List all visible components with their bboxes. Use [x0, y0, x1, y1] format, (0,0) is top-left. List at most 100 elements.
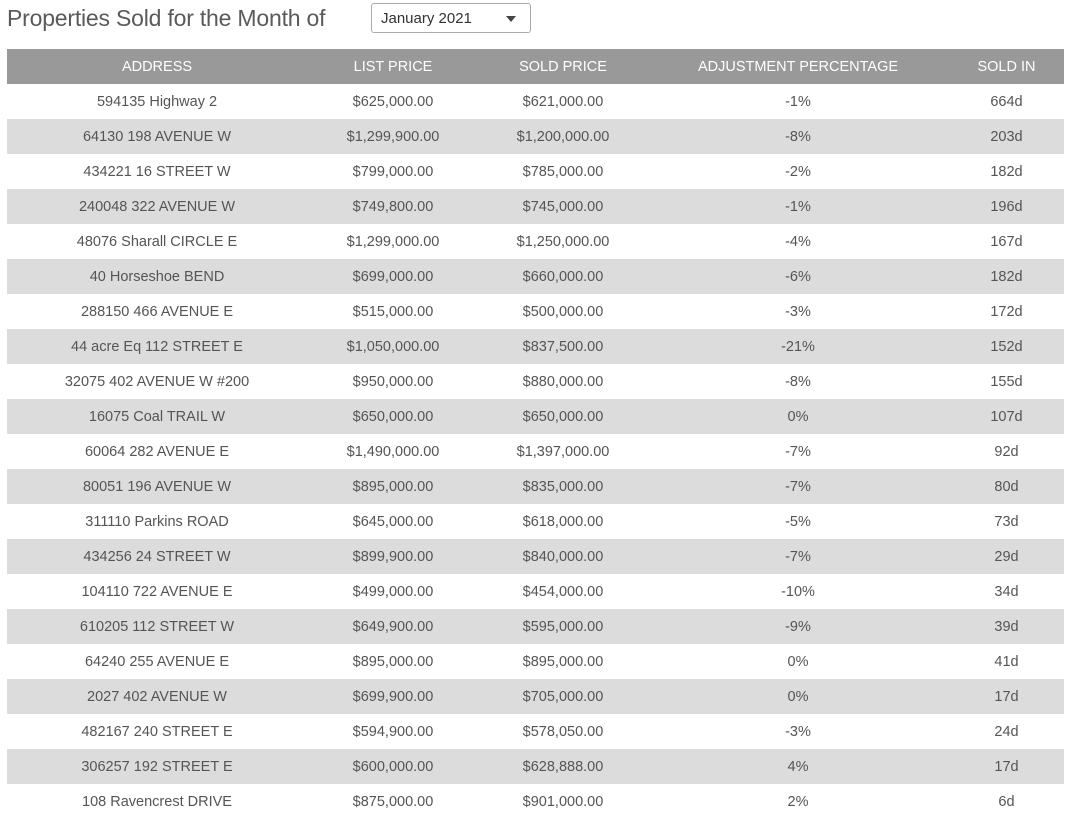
properties-sold-table: ADDRESS LIST PRICE SOLD PRICE ADJUSTMENT… [7, 49, 1064, 819]
cell-sold-in: 41d [994, 653, 1019, 670]
cell-sold-price: $1,200,000.00 [479, 119, 647, 154]
table-row: 434256 24 STREET W $899,900.00 $840,000.00… [7, 539, 1064, 574]
cell-adjustment-percentage: -7% [647, 539, 949, 574]
cell-sold-price: $628,888.00 [479, 749, 647, 784]
cell-adjustment-percentage: -7% [647, 469, 949, 504]
cell-adjustment-percentage: 0% [647, 399, 949, 434]
cell-list-price: $799,000.00 [352, 163, 434, 180]
cell-address: 80051 196 AVENUE W [7, 469, 307, 504]
cell-adjustment-percentage: -9% [647, 609, 949, 644]
table-row: 80051 196 AVENUE W $895,000.00 $835,000.00… [7, 469, 1064, 504]
cell-sold-in: 39d [949, 609, 1064, 644]
cell-sold-price: $595,000.00 [479, 609, 647, 644]
cell-address: 610205 112 STREET W [7, 609, 307, 644]
cell-sold-price: $835,000.00 [479, 469, 647, 504]
cell-sold-in: 155d [990, 373, 1023, 390]
table-row: 44 acre Eq 112 STREET E $1,050,000.00 $837… [7, 329, 1064, 364]
cell-sold-in: 167d [990, 233, 1023, 250]
chevron-down-icon [506, 16, 516, 22]
cell-sold-in: 80d [949, 469, 1064, 504]
cell-sold-price: $454,000.00 [522, 583, 604, 600]
cell-adjustment-percentage: -1% [647, 189, 949, 224]
column-header-address[interactable]: ADDRESS [7, 49, 307, 84]
cell-list-price: $950,000.00 [352, 373, 434, 390]
cell-sold-in: 29d [949, 539, 1064, 574]
cell-adjustment-percentage: -6% [647, 259, 949, 294]
cell-list-price: $625,000.00 [352, 93, 434, 110]
cell-list-price: $649,900.00 [307, 609, 479, 644]
cell-sold-price: $840,000.00 [479, 539, 647, 574]
table-row: 48076 Sharall CIRCLE E $1,299,000.00 $1,25… [7, 224, 1064, 259]
table-row: 108 Ravencrest DRIVE $875,000.00 $901,000.… [7, 784, 1064, 819]
cell-address: 482167 240 STREET E [81, 723, 233, 740]
cell-list-price: $499,000.00 [352, 583, 434, 600]
cell-address: 311110 Parkins ROAD [85, 513, 229, 530]
month-select[interactable]: January 2021 [371, 3, 531, 33]
cell-sold-price: $745,000.00 [479, 189, 647, 224]
cell-sold-price: $1,250,000.00 [516, 233, 610, 250]
cell-adjustment-percentage: -3% [785, 723, 811, 740]
cell-sold-price: $901,000.00 [522, 793, 604, 810]
cell-adjustment-percentage: -21% [647, 329, 949, 364]
month-select-value: January 2021 [381, 10, 472, 27]
cell-sold-price: $621,000.00 [522, 93, 604, 110]
cell-adjustment-percentage: -8% [785, 373, 811, 390]
cell-sold-price: $895,000.00 [522, 653, 604, 670]
page-title: Properties Sold for the Month of [7, 5, 326, 31]
cell-address: 2027 402 AVENUE W [7, 679, 307, 714]
cell-list-price: $895,000.00 [307, 469, 479, 504]
cell-adjustment-percentage: -8% [647, 119, 949, 154]
table-row: 64240 255 AVENUE E $895,000.00 $895,000.00… [7, 644, 1064, 679]
cell-sold-in: 664d [990, 93, 1023, 110]
cell-adjustment-percentage: 4% [647, 749, 949, 784]
cell-address: 306257 192 STREET E [7, 749, 307, 784]
cell-sold-price: $500,000.00 [522, 303, 604, 320]
cell-sold-price: $705,000.00 [479, 679, 647, 714]
cell-list-price: $875,000.00 [352, 793, 434, 810]
cell-sold-in: 182d [990, 163, 1023, 180]
cell-adjustment-percentage: -3% [785, 303, 811, 320]
cell-list-price: $749,800.00 [307, 189, 479, 224]
cell-sold-price: $578,050.00 [522, 723, 604, 740]
cell-address: 434256 24 STREET W [7, 539, 307, 574]
table-row: 434221 16 STREET W $799,000.00 $785,000.00… [7, 154, 1064, 189]
cell-sold-in: 17d [949, 679, 1064, 714]
cell-adjustment-percentage: -10% [781, 583, 815, 600]
cell-list-price: $594,900.00 [352, 723, 434, 740]
table-body: 594135 Highway 2 $625,000.00 $621,000.00 -1… [7, 84, 1064, 819]
cell-list-price: $699,000.00 [307, 259, 479, 294]
cell-list-price: $645,000.00 [352, 513, 434, 530]
cell-adjustment-percentage: 0% [787, 653, 809, 670]
column-header-list-price[interactable]: LIST PRICE [307, 49, 479, 84]
table-row: 32075 402 AVENUE W #200 $950,000.00 $880,0… [7, 364, 1064, 399]
cell-adjustment-percentage: -2% [785, 163, 811, 180]
table-row: 288150 466 AVENUE E $515,000.00 $500,000.0… [7, 294, 1064, 329]
table-row: 306257 192 STREET E $600,000.00 $628,888.0… [7, 749, 1064, 784]
cell-sold-in: 107d [949, 399, 1064, 434]
cell-list-price: $515,000.00 [352, 303, 434, 320]
cell-address: 64130 198 AVENUE W [7, 119, 307, 154]
cell-sold-price: $837,500.00 [479, 329, 647, 364]
cell-adjustment-percentage: 2% [787, 793, 809, 810]
cell-sold-price: $618,000.00 [522, 513, 604, 530]
cell-address: 594135 Highway 2 [96, 93, 218, 110]
cell-sold-price: $650,000.00 [479, 399, 647, 434]
cell-adjustment-percentage: -5% [785, 513, 811, 530]
column-header-sold-in[interactable]: SOLD IN [949, 49, 1064, 84]
column-header-sold-price[interactable]: SOLD PRICE [479, 49, 647, 84]
cell-sold-in: 24d [994, 723, 1019, 740]
cell-list-price: $899,900.00 [307, 539, 479, 574]
cell-sold-price: $880,000.00 [522, 373, 604, 390]
column-header-adjustment-percentage[interactable]: ADJUSTMENT PERCENTAGE [647, 49, 949, 84]
cell-list-price: $1,490,000.00 [346, 443, 440, 460]
cell-adjustment-percentage: -1% [785, 93, 811, 110]
cell-sold-in: 196d [949, 189, 1064, 224]
cell-address: 288150 466 AVENUE E [80, 303, 234, 320]
cell-adjustment-percentage: 0% [647, 679, 949, 714]
cell-sold-in: 172d [990, 303, 1023, 320]
cell-list-price: $1,299,900.00 [307, 119, 479, 154]
cell-address: 44 acre Eq 112 STREET E [7, 329, 307, 364]
cell-address: 48076 Sharall CIRCLE E [76, 233, 238, 250]
cell-address: 40 Horseshoe BEND [7, 259, 307, 294]
cell-address: 240048 322 AVENUE W [7, 189, 307, 224]
